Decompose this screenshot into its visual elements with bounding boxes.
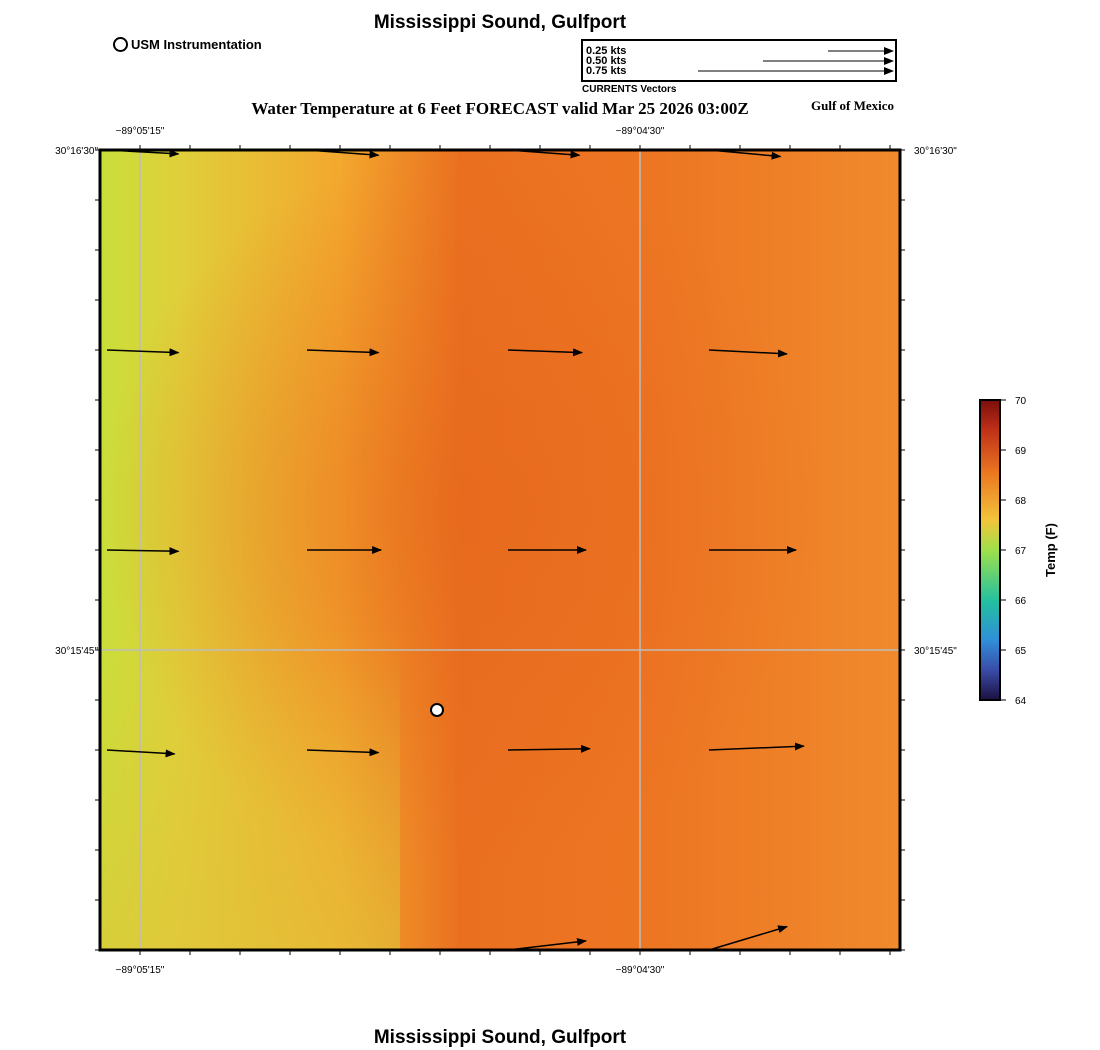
lon-label-bottom: −89°04'30" (616, 965, 665, 976)
vector-key-label: 0.50 kts (586, 55, 627, 67)
map-subtitle: Water Temperature at 6 Feet FORECAST val… (251, 99, 749, 118)
current-vector-arrow (507, 348, 584, 357)
lat-label-right: 30°15'45" (914, 646, 957, 657)
current-vector-arrow (106, 749, 176, 758)
current-vector-arrow (306, 748, 380, 757)
lon-label-top: −89°05'15" (116, 126, 165, 137)
vector-key-caption: CURRENTS Vectors (582, 84, 677, 95)
current-vector-arrow (507, 744, 591, 753)
map-footer-title: Mississippi Sound, Gulfport (373, 1027, 627, 1048)
current-vector-arrow (708, 925, 788, 951)
map-title: Mississippi Sound, Gulfport (373, 12, 627, 33)
lon-label-bottom: −89°05'15" (116, 965, 165, 976)
lat-label-left: 30°15'45" (55, 646, 98, 657)
frame-ticks (95, 145, 905, 955)
colorbar-tick-label: 70 (1015, 396, 1027, 407)
colorbar-tick-label: 64 (1015, 696, 1027, 707)
vector-key-arrows (698, 47, 894, 75)
lat-label-right: 30°16'30" (914, 146, 957, 157)
colorbar-scale (979, 399, 1001, 701)
vector-scale-key: 0.25 kts 0.50 kts 0.75 kts (581, 39, 897, 82)
station-marker-icon (113, 37, 128, 52)
lat-label-left: 30°16'30" (55, 146, 98, 157)
current-vector-arrow (106, 547, 180, 556)
colorbar-tick-label: 68 (1015, 496, 1027, 507)
current-vector-arrow (106, 348, 180, 357)
region-label: Gulf of Mexico (811, 98, 895, 113)
current-vector-arrow (306, 348, 380, 357)
usm-legend: USM Instrumentation (113, 37, 262, 52)
current-vector-arrow (708, 742, 805, 751)
colorbar-tick-label: 69 (1015, 446, 1027, 457)
usm-legend-label: USM Instrumentation (131, 37, 262, 52)
vector-key-label: 0.25 kts (586, 45, 627, 57)
colorbar: 64 65 66 67 68 69 70 Temp (F) (979, 396, 1058, 707)
colorbar-label: Temp (F) (1043, 523, 1058, 577)
current-vector-arrow (708, 349, 788, 358)
lon-label-top: −89°04'30" (616, 126, 665, 137)
colorbar-tick-label: 65 (1015, 646, 1027, 657)
colorbar-tick-label: 66 (1015, 596, 1027, 607)
current-vector-arrow (507, 937, 587, 951)
colorbar-tick-label: 67 (1015, 546, 1027, 557)
vector-key-label: 0.75 kts (586, 65, 627, 77)
station-marker[interactable] (430, 703, 444, 717)
